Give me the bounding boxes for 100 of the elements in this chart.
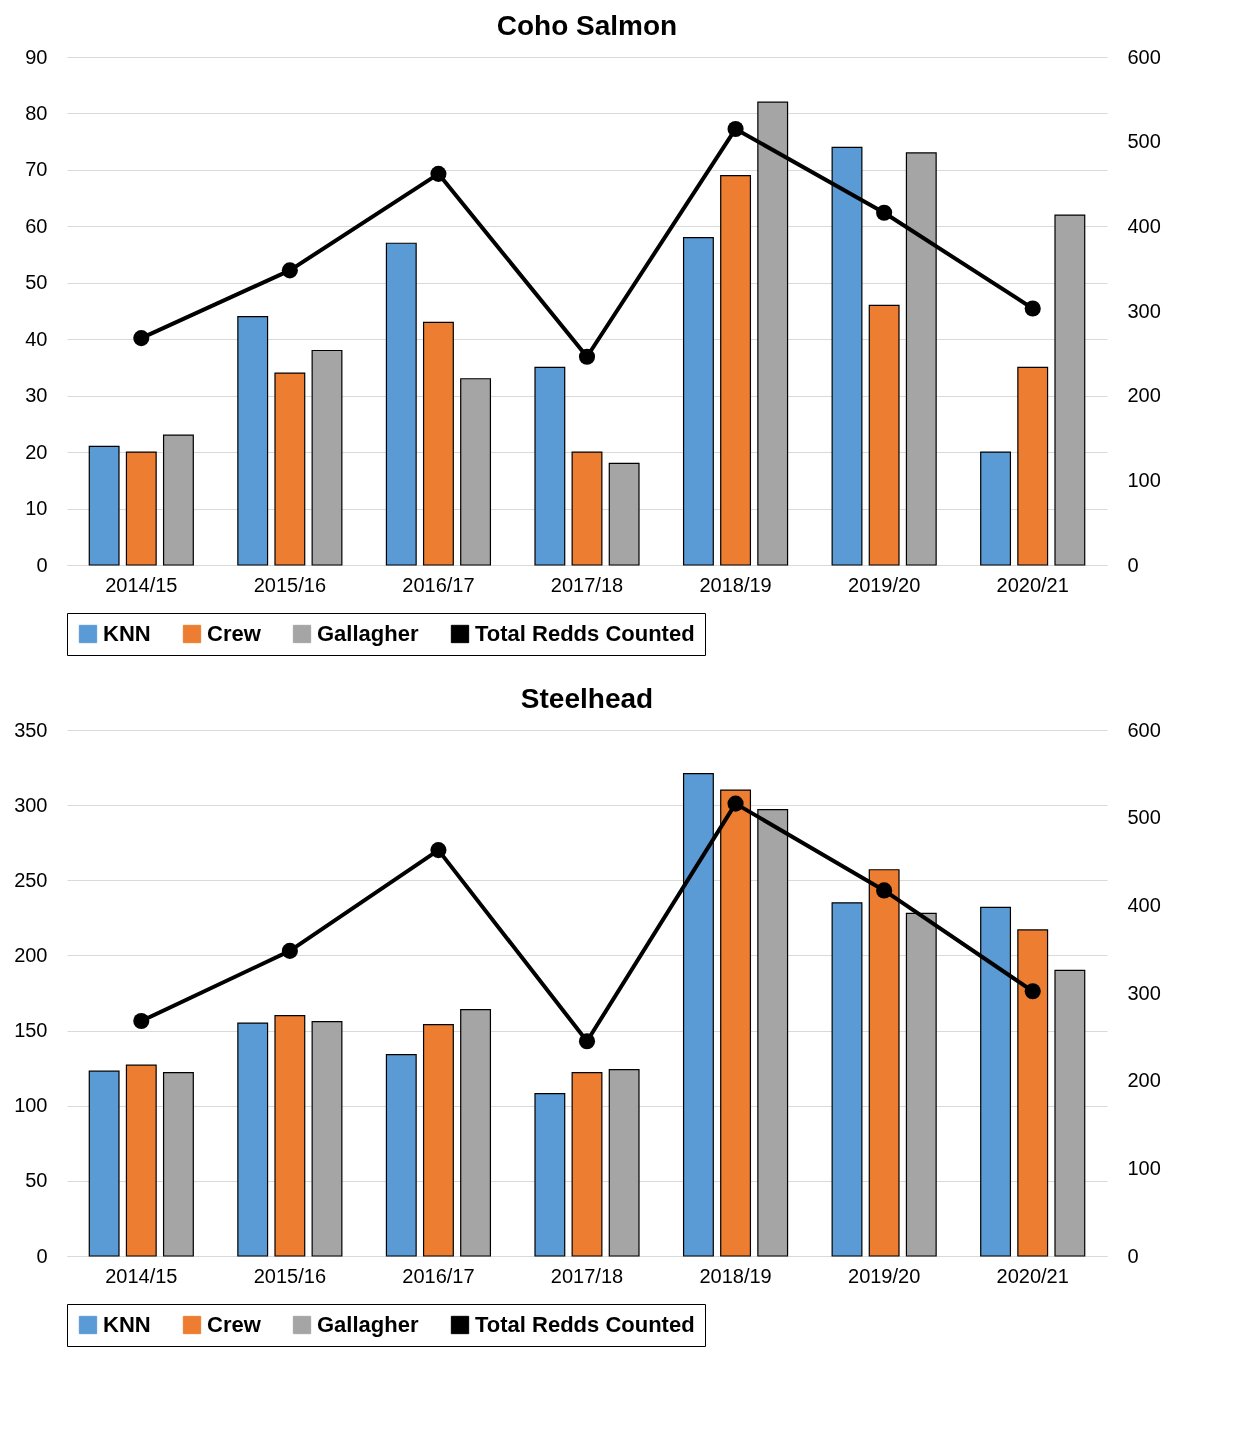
- x-tick-label: 2019/20: [847, 573, 921, 596]
- legend-label: KNN: [103, 621, 151, 646]
- point: [281, 942, 298, 959]
- bar: [125, 1064, 157, 1257]
- point: [1024, 300, 1041, 317]
- legend-label: Crew: [207, 1312, 262, 1337]
- bar: [1017, 366, 1049, 566]
- y-tick-label: 350: [14, 718, 48, 741]
- x-tick-label: 2019/20: [847, 1264, 921, 1287]
- y-tick-label: 80: [25, 101, 48, 124]
- x-tick-label: 2015/16: [253, 1264, 327, 1287]
- x-tick-label: 2017/18: [550, 573, 624, 596]
- bar: [1054, 214, 1086, 566]
- bar: [831, 902, 863, 1257]
- point: [727, 120, 744, 138]
- y2-tick-label: 600: [1127, 718, 1161, 741]
- x-tick-label: 2014/15: [105, 1264, 178, 1287]
- bar: [868, 304, 900, 566]
- bar: [311, 349, 343, 566]
- bar: [534, 366, 566, 566]
- x-tick-label: 2015/16: [253, 573, 327, 596]
- bar: [534, 1093, 566, 1257]
- y-tick-label: 70: [25, 158, 48, 181]
- bar: [311, 1020, 343, 1257]
- y-tick-label: 40: [25, 327, 48, 350]
- bar: [274, 372, 306, 566]
- x-tick-label: 2018/19: [699, 1264, 772, 1287]
- legend-label: KNN: [103, 1312, 151, 1337]
- y2-tick-label: 200: [1127, 1069, 1161, 1092]
- legend-label: Total Redds Counted: [475, 621, 695, 646]
- point: [133, 1013, 150, 1030]
- x-tick-label: 2016/17: [402, 1264, 475, 1287]
- y-tick-label: 20: [25, 440, 48, 463]
- point: [430, 165, 447, 182]
- point: [430, 842, 447, 859]
- y2-tick-label: 600: [1127, 45, 1161, 68]
- x-tick-label: 2014/15: [105, 573, 178, 596]
- y-tick-label: 30: [25, 384, 48, 407]
- y2-tick-label: 100: [1127, 1156, 1161, 1179]
- bar: [608, 1069, 640, 1257]
- legend-label: Gallagher: [317, 1312, 419, 1337]
- y2-tick-label: 500: [1127, 130, 1161, 153]
- y2-tick-label: 400: [1127, 214, 1161, 237]
- y2-tick-label: 200: [1127, 384, 1161, 407]
- bar: [385, 242, 417, 566]
- y-tick-label: 60: [25, 214, 48, 237]
- bar: [422, 321, 454, 566]
- y-tick-label: 50: [25, 1169, 48, 1192]
- point: [727, 795, 744, 812]
- y-tick-label: 0: [36, 1244, 48, 1267]
- x-tick-label: 2020/21: [996, 1264, 1069, 1287]
- legend-label: Crew: [207, 621, 262, 646]
- bar: [88, 445, 120, 566]
- bar: [422, 1023, 454, 1257]
- y2-tick-label: 300: [1127, 981, 1161, 1004]
- bar: [88, 1070, 120, 1257]
- y-tick-label: 0: [36, 553, 48, 576]
- y-tick-label: 10: [25, 497, 48, 520]
- x-tick-label: 2018/19: [699, 573, 772, 596]
- bar: [571, 451, 603, 566]
- bar: [571, 1072, 603, 1257]
- y-tick-label: 100: [14, 1094, 48, 1117]
- point: [281, 262, 298, 279]
- y2-tick-label: 500: [1127, 806, 1161, 829]
- y-tick-label: 90: [25, 45, 48, 68]
- legend-label: Gallagher: [317, 621, 419, 646]
- y2-tick-label: 400: [1127, 893, 1161, 916]
- bar: [1054, 969, 1086, 1257]
- chart-title: Steelhead: [520, 683, 654, 714]
- bar: [125, 451, 157, 566]
- y-tick-label: 300: [14, 793, 48, 816]
- bar: [237, 316, 269, 566]
- bar: [162, 434, 194, 566]
- bar: [162, 1072, 194, 1257]
- bar: [980, 451, 1012, 566]
- point: [1024, 983, 1041, 1000]
- bar: [237, 1022, 269, 1257]
- point: [578, 1033, 596, 1050]
- bar: [720, 174, 752, 566]
- chart-title: Coho Salmon: [496, 10, 678, 41]
- legend-label: Total Redds Counted: [475, 1312, 695, 1337]
- bar: [274, 1014, 306, 1257]
- y-tick-label: 250: [14, 868, 48, 891]
- y2-tick-label: 300: [1127, 299, 1161, 322]
- y-tick-label: 150: [14, 1019, 48, 1042]
- y-tick-label: 200: [14, 943, 48, 966]
- bar: [608, 462, 640, 566]
- bar: [460, 378, 492, 566]
- y-tick-label: 50: [25, 271, 48, 294]
- point: [578, 348, 596, 365]
- x-tick-label: 2016/17: [402, 573, 475, 596]
- x-tick-label: 2017/18: [550, 1264, 624, 1287]
- y2-tick-label: 100: [1127, 468, 1161, 491]
- point: [876, 204, 893, 221]
- bar: [460, 1008, 492, 1257]
- y2-tick-label: 0: [1127, 1244, 1139, 1267]
- point: [133, 330, 150, 347]
- x-tick-label: 2020/21: [996, 573, 1069, 596]
- point: [876, 882, 893, 899]
- bar: [385, 1054, 417, 1257]
